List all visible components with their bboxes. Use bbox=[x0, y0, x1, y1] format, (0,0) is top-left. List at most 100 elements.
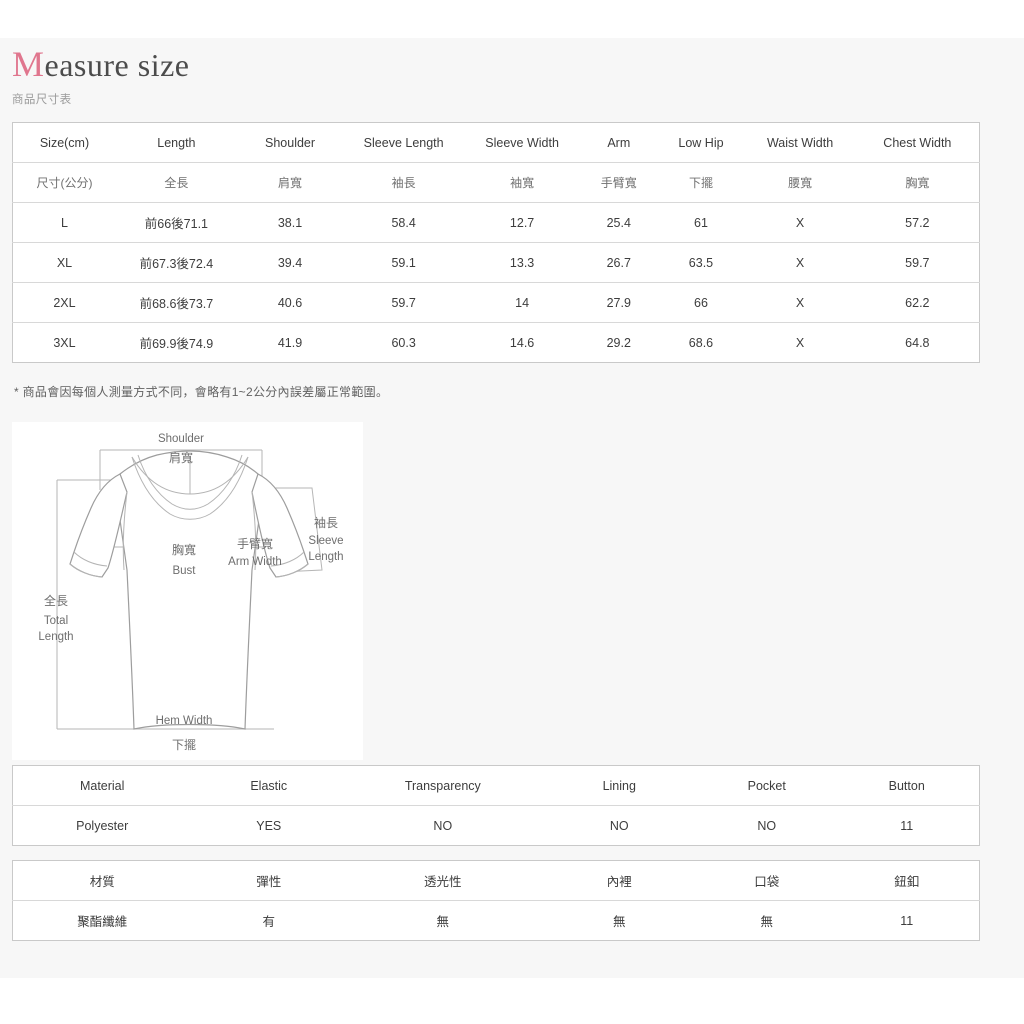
cell-chest-width: 57.2 bbox=[855, 202, 980, 243]
label-total-length-en-2: Length bbox=[38, 631, 73, 643]
cell-length: 前69.9後74.9 bbox=[115, 322, 237, 363]
cell-sleeve-width: 12.7 bbox=[464, 202, 581, 243]
cell-pocket-cn: 無 bbox=[699, 900, 835, 941]
col-header-sleeve-length-en: Sleeve Length bbox=[363, 135, 444, 150]
cell-arm: 29.2 bbox=[580, 322, 658, 363]
col-header-pocket: Pocket bbox=[747, 778, 786, 793]
cell-low-hip: 63.5 bbox=[657, 242, 745, 283]
cell-waist-width: X bbox=[744, 242, 856, 283]
col-header-sleeve-width-cn: 袖寬 bbox=[464, 162, 581, 203]
label-arm-width-en: Arm Width bbox=[228, 556, 282, 568]
cell-lining-cn: 無 bbox=[539, 900, 700, 941]
label-bust-cn: 胸寬 bbox=[172, 542, 196, 557]
label-sleeve-length-cn: 袖長 bbox=[314, 515, 338, 530]
col-header-arm-cn: 手臂寬 bbox=[580, 162, 658, 203]
heading-block: Measure size 商品尺寸表 bbox=[12, 44, 612, 107]
cell-sleeve-width: 14 bbox=[464, 282, 581, 323]
col-header-waist-width-cn: 腰寬 bbox=[744, 162, 856, 203]
cell-material: Polyester bbox=[12, 805, 192, 846]
cell-shoulder: 38.1 bbox=[236, 202, 344, 243]
cell-sleeve-length: 58.4 bbox=[343, 202, 465, 243]
cell-shoulder: 39.4 bbox=[236, 242, 344, 283]
cell-waist-width: X bbox=[744, 282, 856, 323]
cell-sleeve-length: 60.3 bbox=[343, 322, 465, 363]
col-header-material: Material bbox=[79, 778, 125, 793]
col-header-button: Button bbox=[888, 778, 925, 793]
title-rest: easure size bbox=[44, 47, 190, 83]
cell-transparency-cn: 無 bbox=[346, 900, 540, 941]
cell-transparency: NO bbox=[346, 805, 540, 846]
col-header-sleeve-width-en: Sleeve Width bbox=[485, 135, 559, 150]
cell-button-cn: 11 bbox=[834, 900, 980, 941]
page-subtitle: 商品尺寸表 bbox=[12, 94, 72, 106]
col-header-button-cn: 鈕釦 bbox=[894, 875, 920, 889]
label-total-length-en-1: Total bbox=[44, 615, 68, 627]
cell-size: 2XL bbox=[12, 282, 116, 323]
col-header-shoulder-cn: 肩寬 bbox=[236, 162, 344, 203]
table-row-headers: Material Elastic Transparency Lining Poc… bbox=[13, 766, 980, 806]
cell-material-cn: 聚酯纖維 bbox=[12, 900, 192, 941]
col-header-transparency-cn: 透光性 bbox=[424, 875, 462, 889]
col-header-material-cn: 材質 bbox=[89, 875, 115, 889]
table-row: 2XL 前68.6後73.7 40.6 59.7 14 27.9 66 X 62… bbox=[12, 282, 980, 323]
cell-arm: 27.9 bbox=[580, 282, 658, 323]
cell-sleeve-width: 13.3 bbox=[464, 242, 581, 283]
cell-size: XL bbox=[12, 242, 116, 283]
material-table-en: Material Elastic Transparency Lining Poc… bbox=[12, 765, 980, 846]
cell-elastic: YES bbox=[191, 805, 347, 846]
col-header-shoulder-en: Shoulder bbox=[265, 135, 316, 150]
col-header-chest-width-cn: 胸寬 bbox=[855, 162, 980, 203]
cell-sleeve-length: 59.7 bbox=[343, 282, 465, 323]
label-shoulder-cn: 肩寬 bbox=[169, 450, 193, 465]
cell-arm: 25.4 bbox=[580, 202, 658, 243]
cell-elastic-cn: 有 bbox=[191, 900, 347, 941]
col-header-size-cn: 尺寸(公分) bbox=[12, 162, 116, 203]
cell-shoulder: 40.6 bbox=[236, 282, 344, 323]
cell-length: 前66後71.1 bbox=[115, 202, 237, 243]
cell-low-hip: 68.6 bbox=[657, 322, 745, 363]
label-sleeve-length-en-1: Sleeve bbox=[308, 535, 343, 547]
cell-sleeve-width: 14.6 bbox=[464, 322, 581, 363]
cell-shoulder: 41.9 bbox=[236, 322, 344, 363]
col-header-low-hip-en: Low Hip bbox=[678, 135, 724, 150]
table-row-headers-cn: 尺寸(公分) 全長 肩寬 袖長 袖寬 手臂寬 下擺 腰寬 胸寬 bbox=[12, 162, 980, 203]
cell-length: 前68.6後73.7 bbox=[115, 282, 237, 323]
col-header-size-en: Size(cm) bbox=[39, 135, 90, 150]
material-table-cn: 材質 彈性 透光性 內裡 口袋 鈕釦 聚酯纖維 有 無 無 無 11 bbox=[12, 860, 980, 941]
cell-low-hip: 61 bbox=[657, 202, 745, 243]
garment-diagram: Shoulder 肩寬 袖長 Sleeve Length 手臂寬 Arm Wid… bbox=[12, 422, 363, 760]
title-initial: M bbox=[12, 44, 45, 84]
col-header-transparency: Transparency bbox=[404, 778, 481, 793]
col-header-low-hip-cn: 下擺 bbox=[657, 162, 745, 203]
col-header-length-cn: 全長 bbox=[115, 162, 237, 203]
cell-lining: NO bbox=[539, 805, 700, 846]
measurement-note: * 商品會因每個人測量方式不同，會略有1~2公分內誤差屬正常範圍。 bbox=[14, 385, 389, 399]
col-header-elastic-cn: 彈性 bbox=[256, 875, 282, 889]
cell-pocket: NO bbox=[699, 805, 835, 846]
cell-sleeve-length: 59.1 bbox=[343, 242, 465, 283]
cell-low-hip: 66 bbox=[657, 282, 745, 323]
cell-chest-width: 64.8 bbox=[855, 322, 980, 363]
table-row-headers: 材質 彈性 透光性 內裡 口袋 鈕釦 bbox=[13, 861, 980, 901]
label-sleeve-length-en-2: Length bbox=[308, 551, 343, 563]
table-row: Polyester YES NO NO NO 11 bbox=[12, 805, 980, 846]
col-header-length-en: Length bbox=[157, 135, 196, 150]
label-hem-width-en: Hem Width bbox=[156, 715, 213, 727]
col-header-chest-width-en: Chest Width bbox=[883, 135, 952, 150]
label-shoulder-en: Shoulder bbox=[158, 433, 204, 445]
cell-length: 前67.3後72.4 bbox=[115, 242, 237, 283]
label-hem-width-cn: 下擺 bbox=[172, 738, 196, 752]
col-header-lining-cn: 內裡 bbox=[606, 875, 632, 889]
cell-button: 11 bbox=[834, 805, 980, 846]
table-row-headers-en: Size(cm) Length Shoulder Sleeve Length S… bbox=[13, 123, 980, 163]
col-header-lining: Lining bbox=[602, 778, 636, 793]
label-arm-width-cn: 手臂寬 bbox=[237, 536, 273, 551]
table-row: XL 前67.3後72.4 39.4 59.1 13.3 26.7 63.5 X… bbox=[12, 242, 980, 283]
label-total-length-cn: 全長 bbox=[44, 593, 68, 608]
col-header-sleeve-length-cn: 袖長 bbox=[343, 162, 465, 203]
col-header-pocket-cn: 口袋 bbox=[754, 875, 780, 889]
cell-size: 3XL bbox=[12, 322, 116, 363]
cell-chest-width: 62.2 bbox=[855, 282, 980, 323]
col-header-elastic: Elastic bbox=[250, 778, 288, 793]
